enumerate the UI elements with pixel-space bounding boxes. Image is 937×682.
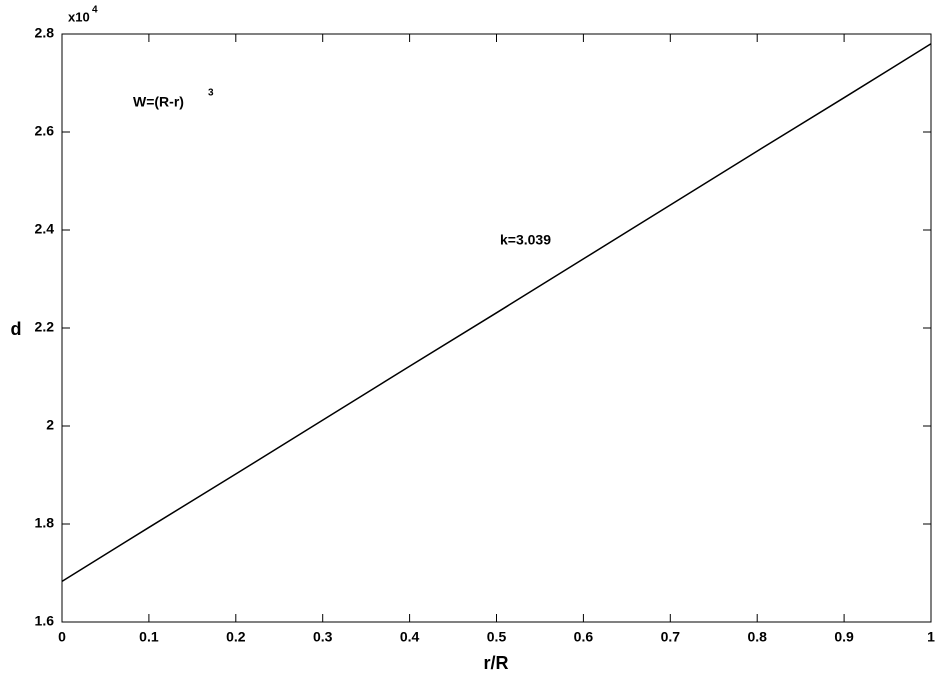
x-tick-label: 0.6 [574, 629, 594, 645]
y-tick-label: 2.4 [35, 221, 55, 237]
x-tick-label: 0.7 [661, 629, 681, 645]
x-tick-label: 0.1 [139, 629, 159, 645]
x-tick-label: 0.8 [747, 629, 767, 645]
x-tick-label: 0 [58, 629, 66, 645]
y-tick-label: 2.6 [35, 123, 55, 139]
annotation: W=(R-r) [133, 94, 184, 110]
y-multiplier: x10 [68, 9, 90, 24]
x-tick-label: 1 [927, 629, 935, 645]
y-axis-label: d [11, 319, 22, 339]
x-tick-label: 0.4 [400, 629, 420, 645]
annotation-superscript: 3 [208, 88, 214, 99]
annotation: k=3.039 [500, 232, 551, 248]
y-tick-label: 2.2 [35, 319, 55, 335]
x-tick-label: 0.3 [313, 629, 333, 645]
y-tick-label: 1.8 [35, 515, 55, 531]
y-tick-label: 2 [46, 417, 54, 433]
y-tick-label: 2.8 [35, 25, 55, 41]
x-tick-label: 0.9 [834, 629, 854, 645]
x-tick-label: 0.2 [226, 629, 246, 645]
x-tick-label: 0.5 [487, 629, 507, 645]
y-tick-label: 1.6 [35, 613, 55, 629]
data-line [61, 43, 932, 582]
x-axis-label: r/R [483, 653, 508, 673]
y-multiplier-exponent: 4 [92, 5, 98, 16]
plot-frame [61, 33, 932, 623]
